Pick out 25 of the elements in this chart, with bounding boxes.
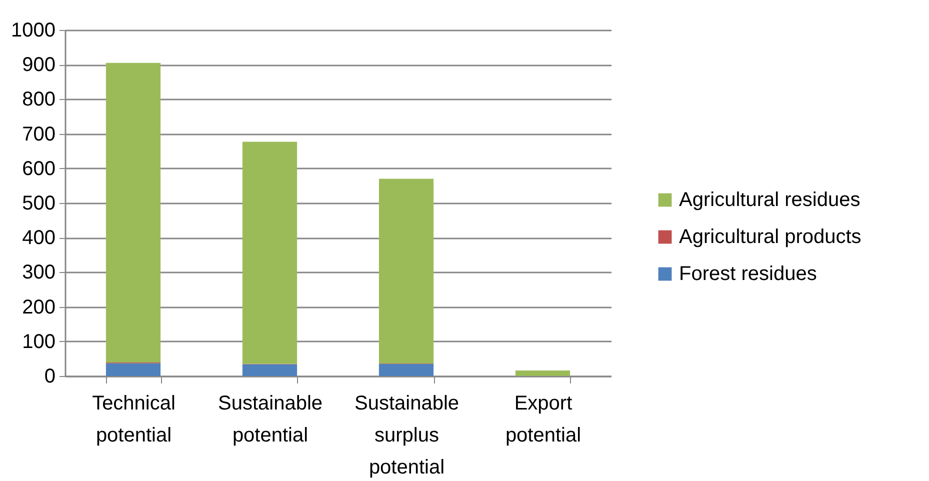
bar <box>378 178 434 364</box>
bar <box>515 370 570 376</box>
x-tick-label: Sustainable surplus potential <box>354 392 460 478</box>
y-tick-label: 500 <box>22 192 56 214</box>
x-tick-label: Export potential <box>505 392 582 446</box>
legend-label: Agricultural residues <box>679 189 860 211</box>
x-tick-label: Technical potential <box>92 392 176 446</box>
y-tick-label: 600 <box>22 158 56 180</box>
y-tick-label: 1000 <box>11 20 56 42</box>
y-tick-label: 700 <box>22 123 56 146</box>
bar <box>106 363 161 376</box>
y-tick-label: 800 <box>22 88 56 111</box>
bar <box>242 142 298 364</box>
bar <box>106 62 161 363</box>
y-tick-label: 900 <box>22 54 56 76</box>
y-tick-label: 100 <box>22 330 56 353</box>
y-tick-label: 0 <box>44 366 56 388</box>
legend-label: Forest residues <box>679 263 817 285</box>
bar <box>242 364 298 376</box>
bar <box>378 364 434 376</box>
y-tick-label: 400 <box>22 227 56 250</box>
y-tick-label: 300 <box>22 262 56 284</box>
x-tick-label: Sustainable potential <box>218 392 323 446</box>
y-tick-label: 200 <box>22 296 56 318</box>
legend-label: Agricultural products <box>679 226 862 248</box>
